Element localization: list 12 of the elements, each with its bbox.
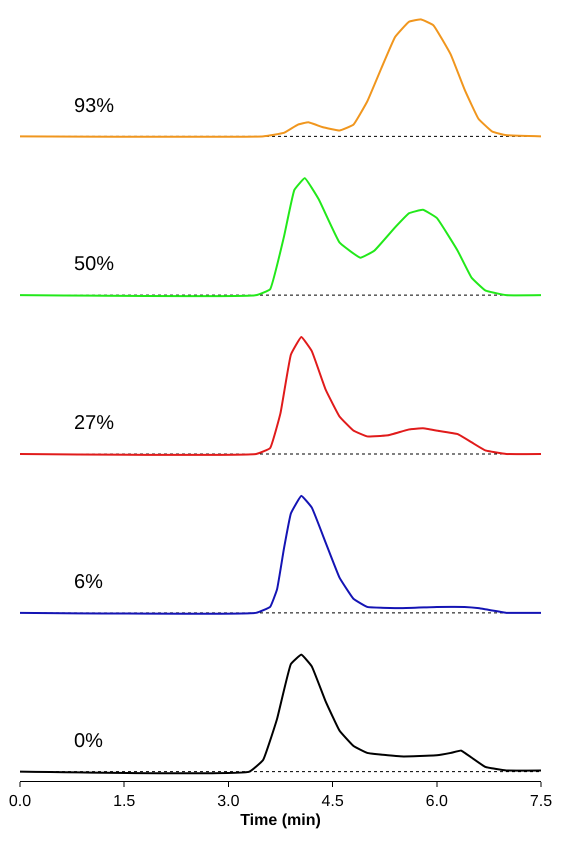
annotation: 6% xyxy=(74,571,104,593)
x-axis-title: Time (min) xyxy=(240,812,321,829)
annotation: 27% xyxy=(74,412,114,434)
x-tick-label: 1.5 xyxy=(113,793,136,810)
x-tick-label: 0.0 xyxy=(8,793,32,810)
x-tick-label: 6.0 xyxy=(426,793,448,810)
x-tick-label: 7.5 xyxy=(530,793,552,810)
x-tick-label: 3.0 xyxy=(217,793,240,810)
annotation: 93% xyxy=(74,95,114,117)
annotation: 0% xyxy=(74,730,104,752)
annotation: 50% xyxy=(74,253,114,275)
x-tick-label: 4.5 xyxy=(321,793,344,810)
